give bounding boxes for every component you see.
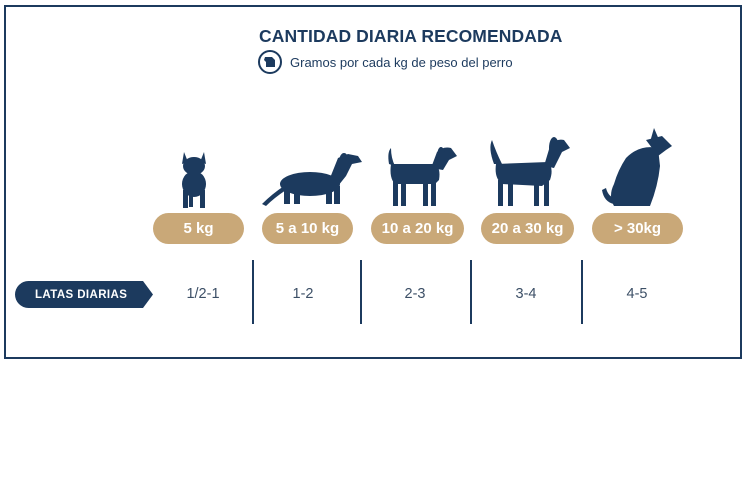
cans-value: 1/2-1 — [186, 286, 220, 302]
cans-value: 1-2 — [292, 286, 314, 302]
row-label: LATAS DIARIAS — [15, 281, 153, 308]
weight-pill: > 30kg — [592, 213, 683, 244]
cans-value: 4-5 — [626, 286, 648, 302]
cans-value: 3-4 — [515, 286, 537, 302]
sitting-dog-icon — [602, 128, 672, 206]
setter-icon — [490, 137, 570, 206]
weight-icon — [258, 50, 282, 74]
weight-pill: 10 a 20 kg — [371, 213, 464, 244]
beagle-icon — [388, 147, 457, 206]
column-divider — [470, 260, 472, 324]
weight-pill: 5 kg — [153, 213, 244, 244]
column-divider — [252, 260, 254, 324]
dachshund-icon — [262, 153, 362, 206]
weight-pill: 5 a 10 kg — [262, 213, 353, 244]
subtitle-row: Gramos por cada kg de peso del perro — [258, 50, 513, 74]
cans-value: 2-3 — [404, 286, 426, 302]
column-divider — [360, 260, 362, 324]
french-bulldog-icon — [182, 152, 206, 208]
column-divider — [581, 260, 583, 324]
page-title: CANTIDAD DIARIA RECOMENDADA — [259, 26, 563, 46]
weight-pill: 20 a 30 kg — [481, 213, 574, 244]
subtitle: Gramos por cada kg de peso del perro — [290, 54, 513, 70]
